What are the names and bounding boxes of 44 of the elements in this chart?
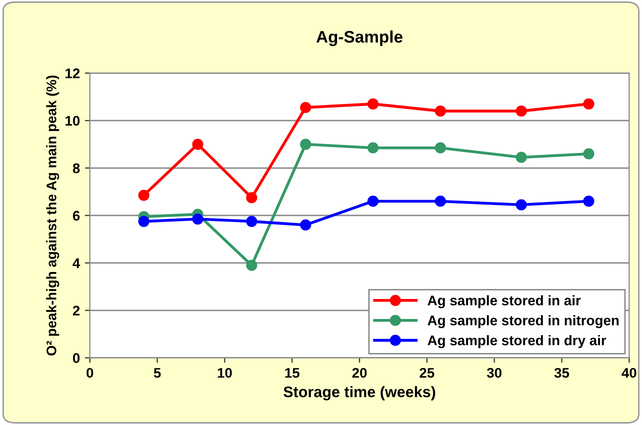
x-tick-label: 0 — [86, 368, 94, 378]
point — [434, 106, 446, 117]
point — [583, 148, 594, 160]
point — [367, 98, 379, 110]
x-tick-label: 35 — [554, 368, 570, 378]
x-tick-label: 30 — [486, 368, 502, 378]
point — [246, 260, 258, 271]
point — [516, 199, 527, 210]
x-axis-title: Storage time (weeks) — [284, 386, 436, 400]
x-tick-label: 10 — [218, 368, 232, 378]
legend-label: Ag sample stored in dry air — [428, 335, 606, 348]
point — [138, 216, 150, 227]
y-tick-label: 4 — [72, 258, 80, 268]
point — [246, 216, 258, 227]
y-tick-label: 0 — [72, 353, 80, 364]
point — [192, 213, 204, 225]
y-tick-label: 8 — [72, 163, 80, 174]
x-tick-label: 5 — [154, 368, 161, 378]
y-tick-label: 12 — [66, 68, 80, 78]
x-tick-label: 40 — [622, 368, 636, 378]
y-tick-label: 6 — [72, 210, 80, 221]
y-tick-label: 10 — [66, 116, 80, 126]
point — [300, 138, 312, 150]
point — [516, 106, 527, 117]
point — [583, 98, 594, 110]
point — [367, 142, 379, 154]
legend-label: Ag sample stored in air — [428, 295, 581, 308]
point — [138, 190, 150, 201]
point — [434, 142, 446, 154]
point — [300, 219, 312, 231]
point — [367, 196, 379, 207]
y-axis-title: O² peak-high against the Ag main peak (%) — [46, 76, 60, 356]
point — [516, 152, 527, 163]
x-tick-label: 25 — [420, 368, 434, 378]
point — [583, 196, 594, 207]
x-tick-label: 15 — [285, 368, 300, 378]
point — [300, 102, 312, 114]
point — [192, 138, 204, 150]
chart-title: Ag-Sample — [316, 30, 402, 46]
legend-label: Ag sample stored in nitrogen — [428, 315, 619, 328]
x-tick-label: 20 — [352, 368, 367, 378]
point — [246, 192, 258, 204]
point — [434, 196, 446, 207]
y-tick-label: 2 — [72, 306, 80, 316]
